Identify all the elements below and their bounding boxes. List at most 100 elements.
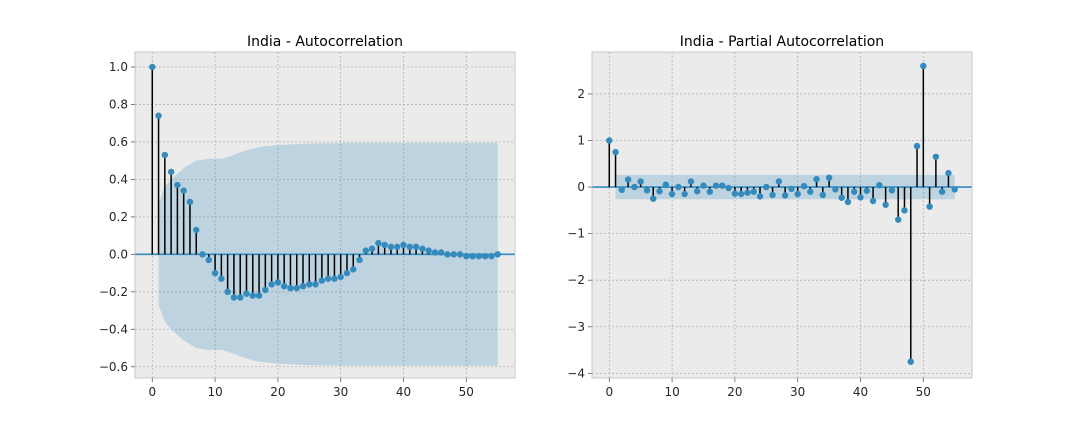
pacf-marker — [687, 178, 695, 185]
acf-marker — [255, 292, 263, 299]
acf-marker — [362, 247, 370, 254]
acf-plot-area — [135, 52, 515, 378]
acf-marker — [287, 284, 294, 292]
pacf-marker — [750, 188, 757, 195]
pacf-marker — [882, 201, 889, 208]
acf-xtick-label: 20 — [270, 385, 285, 399]
pacf-marker — [675, 183, 682, 191]
acf-marker — [406, 243, 413, 251]
pacf-marker — [894, 216, 902, 223]
pacf-marker — [756, 193, 764, 200]
acf-marker — [400, 241, 407, 249]
acf-marker — [381, 241, 388, 249]
pacf-marker — [863, 187, 870, 194]
acf-marker — [306, 281, 313, 288]
pacf-marker — [932, 153, 940, 160]
acf-marker — [450, 251, 457, 258]
acf-xtick-label: 30 — [333, 385, 348, 399]
acf-marker — [318, 277, 326, 284]
acf-marker — [437, 249, 445, 256]
pacf-xtick-label: 10 — [664, 385, 679, 399]
pacf-marker — [832, 186, 839, 193]
acf-marker — [211, 269, 219, 277]
acf-ytick-label: 0.6 — [109, 135, 128, 149]
acf-xtick-label: 40 — [396, 385, 411, 399]
pacf-ytick-label: −1 — [567, 227, 585, 241]
acf-xtick-label: 0 — [148, 385, 156, 399]
acf-marker — [343, 269, 351, 277]
pacf-marker — [700, 182, 707, 189]
acf-marker — [199, 251, 206, 258]
acf-marker — [274, 279, 282, 286]
pacf-marker — [838, 194, 845, 201]
acf-marker — [412, 243, 420, 251]
acf-title: India - Autocorrelation — [247, 34, 403, 50]
acf-frame — [134, 51, 516, 379]
pacf-marker — [731, 190, 739, 197]
acf-marker — [456, 251, 464, 258]
pacf-marker — [725, 184, 732, 192]
acf-marker — [299, 282, 307, 290]
acf-marker — [268, 281, 275, 288]
pacf-marker — [945, 169, 952, 177]
acf-marker — [312, 281, 319, 288]
pacf-marker — [788, 185, 795, 193]
acf-marker — [368, 245, 376, 252]
pacf-marker — [631, 183, 638, 191]
acf-marker — [230, 294, 238, 301]
acf-marker — [193, 226, 200, 234]
pacf-marker — [612, 148, 619, 156]
acf-marker — [280, 282, 288, 290]
pacf-marker — [844, 198, 852, 206]
acf-xtick-label: 50 — [459, 385, 474, 399]
pacf-ytick-label: 2 — [577, 87, 585, 101]
pacf-ytick-label: −4 — [567, 366, 585, 380]
acf-marker — [293, 284, 300, 292]
acf-ytick-label: 1.0 — [109, 60, 128, 74]
pacf-marker — [712, 182, 720, 189]
pacf-title: India - Partial Autocorrelation — [680, 34, 884, 50]
pacf-marker — [668, 190, 676, 198]
pacf-marker — [681, 190, 688, 198]
pacf-marker — [662, 181, 670, 188]
acf-marker — [494, 251, 501, 258]
acf-ytick-label: 0.2 — [109, 210, 128, 224]
acf-ytick-label: 0.0 — [109, 247, 128, 261]
acf-marker — [337, 273, 344, 281]
acf-ytick-label: −0.4 — [99, 322, 128, 336]
pacf-xtick-label: 20 — [727, 385, 742, 399]
pacf-ytick-label: 0 — [577, 180, 585, 194]
acf-marker — [387, 243, 395, 251]
acf-marker — [488, 253, 495, 260]
pacf-marker — [926, 203, 933, 210]
acf-marker — [161, 151, 169, 159]
pacf-xtick-label: 30 — [790, 385, 805, 399]
pacf-marker — [901, 207, 908, 214]
acf-marker — [218, 275, 225, 282]
pacf-ytick-label: 1 — [577, 133, 585, 147]
acf-marker — [431, 249, 439, 256]
pacf-marker — [813, 175, 820, 183]
acf-marker — [350, 266, 357, 273]
acf-marker — [205, 256, 213, 264]
acf-marker — [174, 181, 181, 189]
acf-marker — [425, 247, 432, 254]
pacf-marker — [888, 187, 896, 194]
pacf-marker — [876, 181, 883, 189]
acf-marker — [180, 187, 187, 194]
acf-marker — [186, 198, 194, 206]
pacf-marker — [618, 186, 626, 194]
pacf-marker — [763, 183, 770, 191]
acf-ytick-label: −0.6 — [99, 360, 128, 374]
pacf-xtick-label: 40 — [853, 385, 868, 399]
acf-marker — [243, 290, 250, 297]
pacf-marker — [656, 188, 663, 195]
acf-marker — [331, 275, 338, 282]
acf-axes: 0 10 20 30 40 50 −0.6 −0.4 −0.2 0.0 0.2 0.4 0.6 0.8 1.… — [99, 51, 516, 399]
pacf-marker — [706, 188, 713, 195]
acf-stems — [135, 63, 515, 301]
acf-marker — [249, 292, 256, 299]
pacf-marker — [800, 182, 808, 190]
pacf-marker — [769, 191, 776, 199]
pacf-marker — [869, 197, 877, 205]
